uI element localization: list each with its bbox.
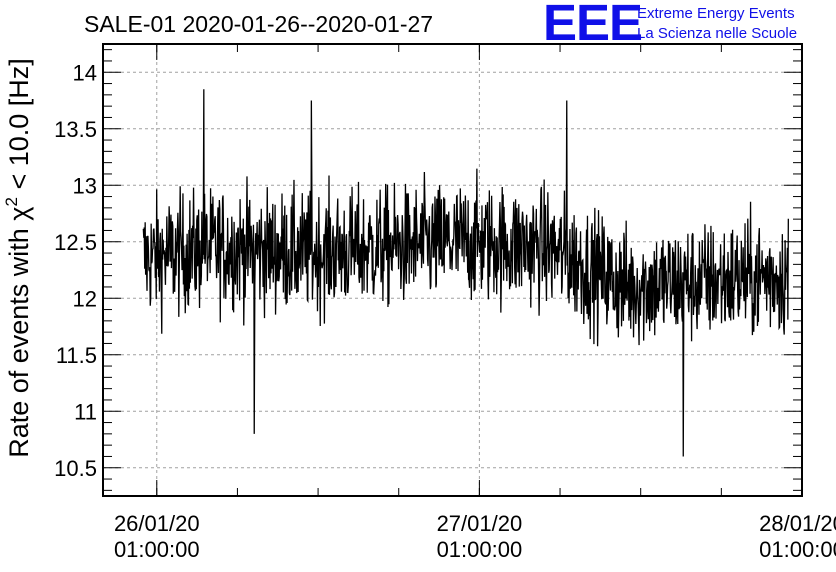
x-tick-date: 28/01/20	[759, 511, 836, 536]
axes-layer: 10.51111.51212.51313.51426/01/2001:00:00…	[54, 44, 836, 562]
x-tick-time: 01:00:00	[437, 537, 523, 562]
plot-frame	[102, 43, 803, 497]
x-tick-time: 01:00:00	[759, 537, 836, 562]
y-tick-label: 14	[73, 60, 97, 85]
y-tick-label: 10.5	[54, 456, 97, 481]
y-tick-label: 13	[73, 173, 97, 198]
y-tick-label: 13.5	[54, 117, 97, 142]
logo-line-2: La Scienza nelle Scuole	[637, 25, 797, 42]
y-tick-label: 12	[73, 286, 97, 311]
grid	[103, 44, 802, 496]
chart-title: SALE-01 2020-01-26--2020-01-27	[84, 11, 433, 37]
y-tick-label: 11	[74, 399, 97, 424]
y-tick-label: 12.5	[54, 230, 97, 255]
logo-mark: EEE	[543, 0, 642, 51]
rate-series-line	[142, 89, 789, 457]
eee-logo: EEE Extreme Energy Events La Scienza nel…	[543, 0, 797, 51]
y-tick-label: 11.5	[56, 343, 97, 368]
x-tick-date: 26/01/20	[114, 511, 200, 536]
y-axis-label: Rate of events with χ2 < 10.0 [Hz]	[2, 58, 34, 458]
x-tick-date: 27/01/20	[437, 511, 523, 536]
logo-line-1: Extreme Energy Events	[637, 5, 795, 22]
series-layer	[142, 89, 789, 457]
x-tick-time: 01:00:00	[114, 537, 200, 562]
